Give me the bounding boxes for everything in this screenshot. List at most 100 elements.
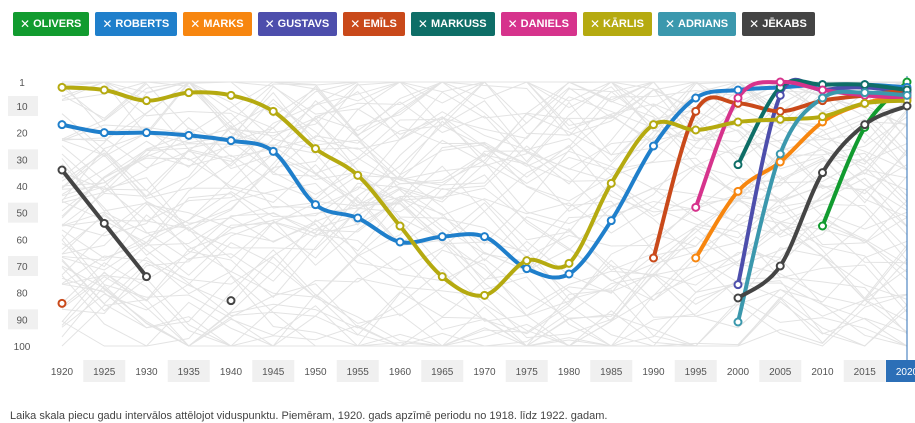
series-point-7[interactable] — [777, 116, 784, 123]
series-point-1[interactable] — [270, 148, 277, 155]
series-point-8[interactable] — [904, 92, 911, 99]
x-tick-label[interactable]: 1920 — [51, 367, 74, 378]
series-point-1[interactable] — [481, 233, 488, 240]
filter-chip-2[interactable]: ✕ MARKS — [183, 12, 251, 36]
series-point-2[interactable] — [777, 159, 784, 166]
series-point-2[interactable] — [692, 255, 699, 262]
series-point-7[interactable] — [354, 172, 361, 179]
x-tick-label[interactable]: 2010 — [811, 367, 834, 378]
series-point-7[interactable] — [143, 97, 150, 104]
x-tick-label[interactable]: 1935 — [178, 367, 201, 378]
x-tick-label[interactable]: 1945 — [262, 367, 285, 378]
series-point-6[interactable] — [692, 204, 699, 211]
x-tick-label[interactable]: 2000 — [727, 367, 750, 378]
x-tick-label[interactable]: 1980 — [558, 367, 581, 378]
filter-chip-7[interactable]: ✕ KĀRLIS — [583, 12, 652, 36]
series-point-9[interactable] — [861, 121, 868, 128]
series-point-7[interactable] — [608, 180, 615, 187]
series-point-1[interactable] — [143, 129, 150, 136]
series-point-7[interactable] — [397, 223, 404, 230]
series-point-7[interactable] — [439, 273, 446, 280]
x-tick-label[interactable]: 1975 — [516, 367, 539, 378]
x-tick-label[interactable]: 1960 — [389, 367, 412, 378]
series-point-9[interactable] — [59, 167, 66, 174]
series-point-8[interactable] — [735, 319, 742, 326]
series-point-1[interactable] — [566, 271, 573, 278]
series-point-7[interactable] — [101, 87, 108, 94]
remove-icon[interactable]: ✕ — [20, 17, 30, 31]
series-point-1[interactable] — [185, 132, 192, 139]
filter-chip-8[interactable]: ✕ ADRIANS — [658, 12, 736, 36]
series-point-1[interactable] — [354, 215, 361, 222]
filter-chip-9[interactable]: ✕ JĒKABS — [742, 12, 815, 36]
series-point-7[interactable] — [692, 127, 699, 134]
x-tick-label[interactable]: 1925 — [93, 367, 116, 378]
remove-icon[interactable]: ✕ — [350, 17, 360, 31]
x-tick-label[interactable]: 1950 — [304, 367, 327, 378]
series-point-9[interactable] — [143, 273, 150, 280]
series-point-7[interactable] — [819, 113, 826, 120]
filter-chip-5[interactable]: ✕ MARKUSS — [411, 12, 495, 36]
x-tick-label[interactable]: 1970 — [473, 367, 496, 378]
series-point-7[interactable] — [228, 92, 235, 99]
series-point-1[interactable] — [312, 201, 319, 208]
series-point-7[interactable] — [312, 145, 319, 152]
series-point-4[interactable] — [692, 108, 699, 115]
remove-icon[interactable]: ✕ — [102, 17, 112, 31]
series-point-1[interactable] — [650, 143, 657, 150]
series-point-1[interactable] — [101, 129, 108, 136]
series-point-7[interactable] — [861, 100, 868, 107]
series-point-9[interactable] — [819, 169, 826, 176]
series-point-1[interactable] — [735, 87, 742, 94]
filter-chip-4[interactable]: ✕ EMĪLS — [343, 12, 405, 36]
series-point-7[interactable] — [650, 121, 657, 128]
series-point-7[interactable] — [481, 292, 488, 299]
series-point-4[interactable] — [777, 108, 784, 115]
x-tick-label[interactable]: 1930 — [135, 367, 158, 378]
series-point-4[interactable] — [650, 255, 657, 262]
x-tick-label[interactable]: 1985 — [600, 367, 623, 378]
series-point-2[interactable] — [735, 188, 742, 195]
series-point-1[interactable] — [523, 265, 530, 272]
filter-chip-6[interactable]: ✕ DANIELS — [501, 12, 577, 36]
series-point-7[interactable] — [270, 108, 277, 115]
series-point-6[interactable] — [777, 79, 784, 86]
series-point-4[interactable] — [59, 300, 66, 307]
series-point-7[interactable] — [566, 260, 573, 267]
x-tick-label[interactable]: 2005 — [769, 367, 792, 378]
x-tick-label[interactable]: 1940 — [220, 367, 243, 378]
x-tick-label[interactable]: 1965 — [431, 367, 454, 378]
series-point-1[interactable] — [692, 95, 699, 102]
x-tick-label[interactable]: 2015 — [854, 367, 877, 378]
x-tick-label[interactable]: 1990 — [642, 367, 665, 378]
series-point-9[interactable] — [904, 103, 911, 110]
series-point-5[interactable] — [861, 81, 868, 88]
filter-chip-0[interactable]: ✕ OLIVERS — [13, 12, 89, 36]
remove-icon[interactable]: ✕ — [749, 17, 759, 31]
series-point-7[interactable] — [735, 119, 742, 126]
series-point-9[interactable] — [735, 295, 742, 302]
remove-icon[interactable]: ✕ — [265, 17, 275, 31]
series-point-8[interactable] — [861, 89, 868, 96]
remove-icon[interactable]: ✕ — [665, 17, 675, 31]
series-point-1[interactable] — [59, 121, 66, 128]
series-point-1[interactable] — [608, 217, 615, 224]
series-point-1[interactable] — [397, 239, 404, 246]
series-point-7[interactable] — [59, 84, 66, 91]
series-point-1[interactable] — [228, 137, 235, 144]
series-point-8[interactable] — [777, 151, 784, 158]
x-tick-label[interactable]: 2020 — [896, 367, 915, 378]
remove-icon[interactable]: ✕ — [508, 17, 518, 31]
series-point-3[interactable] — [735, 281, 742, 288]
remove-icon[interactable]: ✕ — [590, 17, 600, 31]
series-point-7[interactable] — [523, 257, 530, 264]
x-tick-label[interactable]: 1995 — [685, 367, 708, 378]
x-tick-label[interactable]: 1955 — [347, 367, 370, 378]
series-point-1[interactable] — [439, 233, 446, 240]
series-point-8[interactable] — [819, 95, 826, 102]
series-point-9[interactable] — [101, 220, 108, 227]
series-point-9[interactable] — [777, 263, 784, 270]
series-point-5[interactable] — [735, 161, 742, 168]
series-point-0[interactable] — [819, 223, 826, 230]
remove-icon[interactable]: ✕ — [418, 17, 428, 31]
